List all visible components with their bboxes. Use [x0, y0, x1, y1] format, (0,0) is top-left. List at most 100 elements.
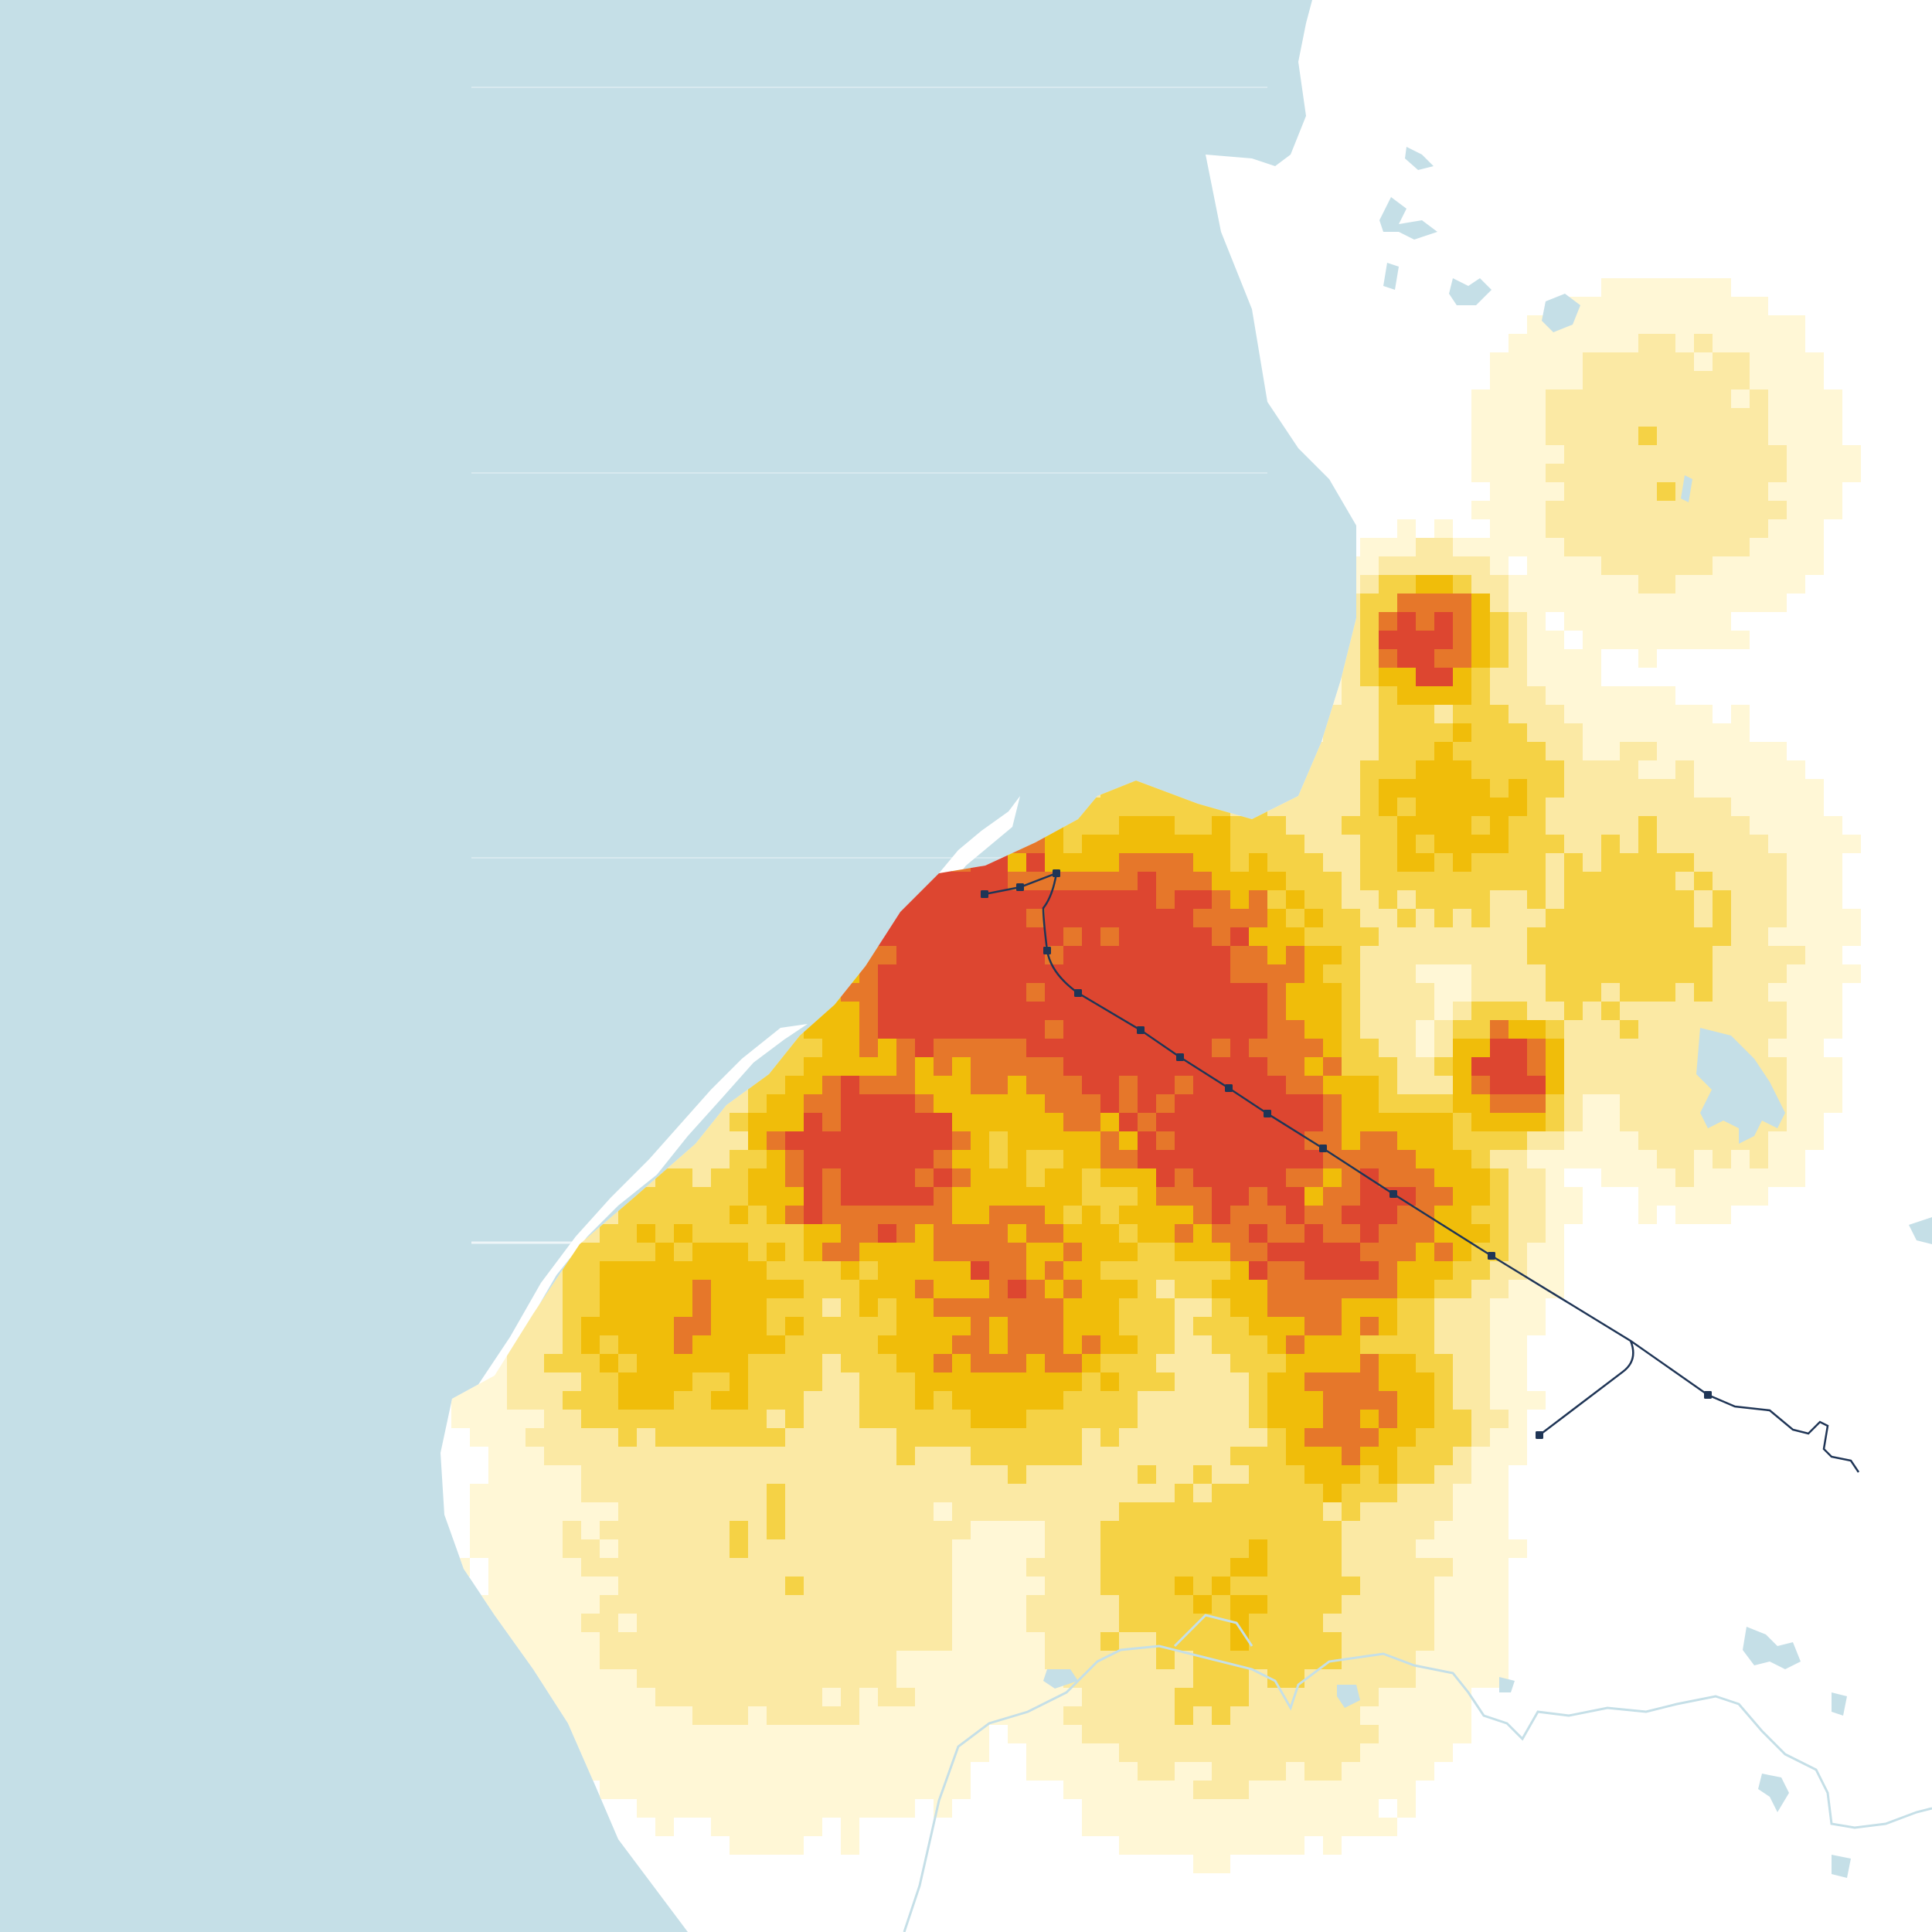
rail-station-marker[interactable] [1074, 989, 1082, 997]
density-cell [1731, 408, 1750, 427]
density-cell [767, 1706, 785, 1725]
density-cell [1620, 1150, 1638, 1168]
density-cell [896, 946, 915, 964]
rail-station-marker[interactable] [1319, 1145, 1327, 1152]
density-cell [1249, 1502, 1267, 1521]
density-cell [600, 1224, 618, 1243]
rail-station-marker[interactable] [1536, 1431, 1543, 1439]
density-cell [952, 1465, 971, 1484]
density-cell [804, 1762, 822, 1781]
density-cell [1156, 1410, 1175, 1428]
density-cell [1546, 519, 1564, 538]
density-cell [1045, 1762, 1063, 1781]
rail-station-marker[interactable] [981, 890, 988, 898]
density-cell [804, 1799, 822, 1818]
rail-station-marker[interactable] [1704, 1391, 1712, 1399]
density-cell [1509, 742, 1527, 760]
density-cell [1379, 1002, 1397, 1020]
density-cell [581, 1706, 600, 1725]
density-cell [1267, 1836, 1286, 1855]
lake [1379, 197, 1437, 240]
density-cell [1397, 649, 1416, 668]
density-cell [785, 1706, 804, 1725]
rail-station-marker[interactable] [1137, 1026, 1145, 1034]
density-cell [1620, 631, 1638, 649]
density-cell [859, 1113, 878, 1131]
rail-station-marker[interactable] [1176, 1053, 1184, 1061]
rail-station-marker[interactable] [1264, 1110, 1271, 1117]
rail-station-marker[interactable] [1488, 1252, 1495, 1260]
rail-station-marker[interactable] [1016, 883, 1024, 891]
density-cell [1713, 334, 1731, 352]
density-cell [878, 1743, 896, 1762]
density-cell [1193, 1113, 1212, 1131]
density-cell [859, 1762, 878, 1781]
density-cell [859, 983, 878, 1002]
density-cell [952, 1224, 971, 1243]
density-cell [1304, 779, 1323, 798]
density-cell [1230, 1410, 1249, 1428]
density-cell [952, 1002, 971, 1020]
rail-station-marker[interactable] [1225, 1084, 1233, 1092]
density-cell [1453, 1168, 1471, 1187]
density-cell [1008, 1335, 1026, 1354]
density-cell [896, 1298, 915, 1317]
density-cell [1787, 835, 1805, 853]
density-cell [1193, 1243, 1212, 1261]
density-cell [1212, 1372, 1230, 1391]
density-cell [878, 1020, 896, 1039]
density-cell [1230, 1725, 1249, 1743]
density-cell [1360, 594, 1379, 612]
density-cell [1286, 816, 1304, 835]
density-cell [767, 1632, 785, 1651]
density-cell [544, 1465, 563, 1484]
density-cell [1638, 1113, 1657, 1131]
density-cell [563, 1465, 581, 1484]
rail-station-marker[interactable] [1053, 869, 1060, 877]
density-cell [1342, 705, 1360, 723]
density-cell [637, 1743, 655, 1762]
density-cell [748, 1799, 767, 1818]
density-cell [600, 1428, 618, 1447]
density-cell [1694, 742, 1713, 760]
density-cell [859, 1094, 878, 1113]
density-cell [1583, 1076, 1601, 1094]
density-cell [841, 1725, 859, 1743]
density-cell [1379, 1150, 1397, 1168]
density-cell [1787, 389, 1805, 408]
density-cell [1583, 668, 1601, 686]
density-cell [934, 983, 952, 1002]
density-cell [1138, 1799, 1156, 1818]
density-cell [581, 1743, 600, 1762]
density-cell [1304, 1206, 1323, 1224]
density-cell [878, 1410, 896, 1428]
density-cell [1175, 964, 1193, 983]
density-cell [1379, 946, 1397, 964]
rail-station-marker[interactable] [1043, 947, 1051, 954]
density-cell [1360, 742, 1379, 760]
density-cell [526, 1614, 544, 1632]
density-cell [1583, 946, 1601, 964]
density-cell [470, 1410, 488, 1428]
density-cell [767, 1447, 785, 1465]
density-cell [600, 1354, 618, 1372]
density-cell [1045, 1057, 1063, 1076]
density-cell [1008, 1057, 1026, 1076]
density-cell [1620, 427, 1638, 445]
lake [1832, 1855, 1851, 1878]
density-cell [1490, 1206, 1509, 1224]
density-cell [1212, 853, 1230, 872]
density-cell [1416, 1521, 1434, 1539]
density-cell [544, 1521, 563, 1539]
density-cell [692, 1372, 711, 1391]
density-cell [1026, 1614, 1045, 1632]
density-cell [1731, 297, 1750, 315]
rail-station-marker[interactable] [1389, 1190, 1397, 1198]
density-cell [804, 1076, 822, 1094]
density-cell [1620, 464, 1638, 482]
density-cell [1490, 1280, 1509, 1298]
density-cell [804, 1168, 822, 1187]
density-cell [1379, 1688, 1397, 1706]
